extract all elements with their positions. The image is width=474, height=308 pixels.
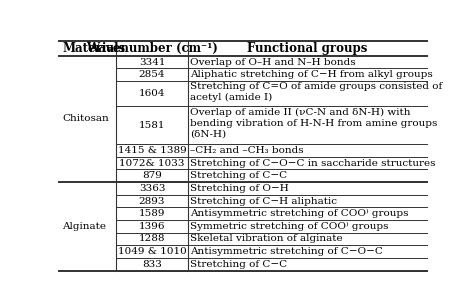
Text: 2893: 2893 [139, 197, 165, 205]
Text: 833: 833 [142, 260, 162, 269]
Text: 1581: 1581 [139, 121, 165, 130]
Text: Stretching of O−H: Stretching of O−H [190, 184, 289, 193]
Text: 1072& 1033: 1072& 1033 [119, 159, 185, 168]
Text: 1288: 1288 [139, 234, 165, 243]
Text: Overlap of O–H and N–H bonds: Overlap of O–H and N–H bonds [190, 58, 356, 67]
Text: 2854: 2854 [139, 70, 165, 79]
Text: Stretching of C−C: Stretching of C−C [190, 260, 287, 269]
Text: –CH₂ and –CH₃ bonds: –CH₂ and –CH₃ bonds [190, 146, 304, 155]
Text: Stretching of C−C: Stretching of C−C [190, 171, 287, 180]
Text: 1049 & 1010: 1049 & 1010 [118, 247, 186, 256]
Text: Stretching of C−O−C in saccharide structures: Stretching of C−O−C in saccharide struct… [190, 159, 436, 168]
Text: 3341: 3341 [139, 58, 165, 67]
Text: 3363: 3363 [139, 184, 165, 193]
Text: 879: 879 [142, 171, 162, 180]
Text: Alginate: Alginate [62, 222, 106, 231]
Text: 1396: 1396 [139, 222, 165, 231]
Text: Wavenumber (cm⁻¹): Wavenumber (cm⁻¹) [86, 42, 218, 55]
Text: Aliphatic stretching of C−H from alkyl groups: Aliphatic stretching of C−H from alkyl g… [190, 70, 433, 79]
Text: 1604: 1604 [139, 89, 165, 98]
Text: Chitosan: Chitosan [62, 114, 109, 124]
Text: 1415 & 1389: 1415 & 1389 [118, 146, 186, 155]
Text: Stretching of C−H aliphatic: Stretching of C−H aliphatic [190, 197, 337, 205]
Text: Skeletal vibration of alginate: Skeletal vibration of alginate [190, 234, 343, 243]
Text: Antisymmetric stretching of COO⁾ groups: Antisymmetric stretching of COO⁾ groups [190, 209, 409, 218]
Text: Stretching of C=O of amide groups consisted of
acetyl (amide I): Stretching of C=O of amide groups consis… [190, 82, 442, 103]
Text: Symmetric stretching of COO⁾ groups: Symmetric stretching of COO⁾ groups [190, 222, 389, 231]
Text: Overlap of amide II (νC-N and δN-H) with
bending vibration of H-N-H from amine g: Overlap of amide II (νC-N and δN-H) with… [190, 107, 438, 139]
Text: 1589: 1589 [139, 209, 165, 218]
Text: Materials: Materials [62, 42, 125, 55]
Text: Functional groups: Functional groups [247, 42, 367, 55]
Text: Antisymmetric stretching of C−O−C: Antisymmetric stretching of C−O−C [190, 247, 383, 256]
